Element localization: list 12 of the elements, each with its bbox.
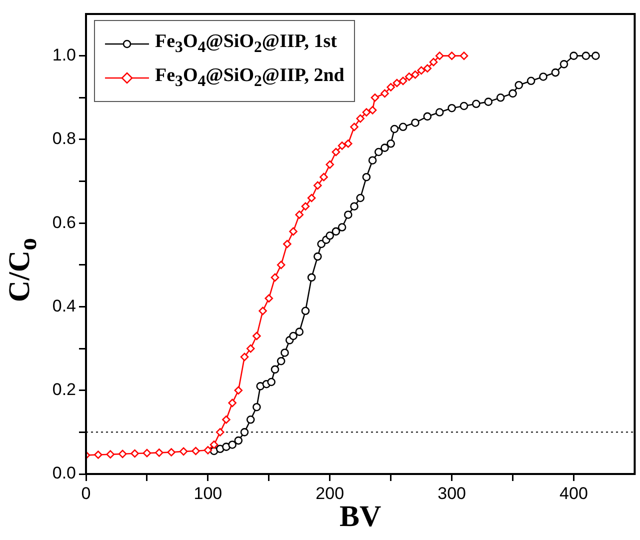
y-tick-label: 0.8 xyxy=(52,129,76,148)
y-tick-label: 0.6 xyxy=(52,212,76,232)
y-tick-label: 0.0 xyxy=(52,464,76,483)
y-tick-label: 0.2 xyxy=(52,380,76,400)
x-tick-label: 0 xyxy=(81,484,91,503)
y-tick-label: 1.0 xyxy=(52,46,76,65)
y-tick-label: 0.4 xyxy=(52,296,76,316)
legend-label: Fe$_{3}$O$_{4}$@SiO$_{2}$@IIP, 2nd xyxy=(155,65,344,91)
x-tick-label: 400 xyxy=(560,484,588,503)
legend-label: Fe$_{3}$O$_{4}$@SiO$_{2}$@IIP, 1st xyxy=(155,31,337,57)
x-tick-label: 300 xyxy=(438,484,466,503)
x-tick-label: 100 xyxy=(194,484,222,503)
